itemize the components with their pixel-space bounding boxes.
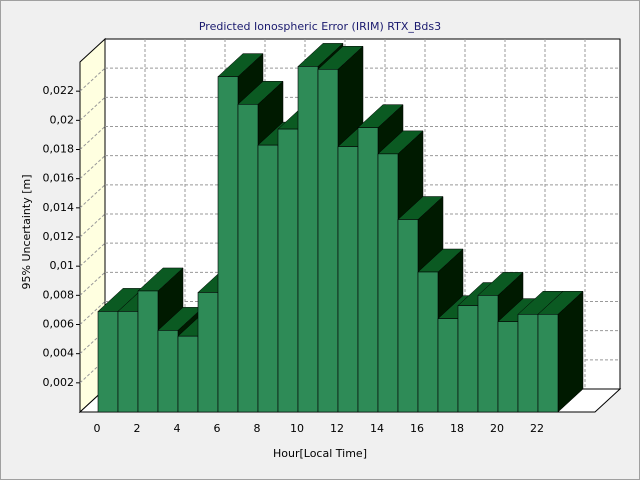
grid-line	[79, 67, 106, 92]
bar	[437, 318, 459, 413]
y-tick-label: 0,016	[43, 172, 75, 185]
bar	[477, 295, 499, 413]
x-tick-label: 2	[134, 422, 141, 435]
y-tick-label: 0,02	[50, 113, 75, 126]
bar	[177, 335, 199, 413]
bar	[197, 292, 219, 413]
bar	[157, 330, 179, 413]
y-tick-label: 0,008	[43, 288, 75, 301]
bar	[217, 76, 239, 413]
y-tick-label: 0,006	[43, 318, 75, 331]
grid-line	[79, 242, 106, 267]
bar	[497, 321, 519, 413]
x-axis-label: Hour[Local Time]	[273, 447, 367, 460]
x-tick-label: 16	[410, 422, 424, 435]
bar	[397, 219, 419, 413]
y-tick-label: 0,004	[43, 347, 75, 360]
bar	[377, 153, 399, 413]
grid-line	[79, 271, 106, 296]
bar	[517, 313, 539, 413]
y-tick-label: 0,022	[43, 84, 75, 97]
y-tick-label: 0,002	[43, 376, 75, 389]
grid-line	[79, 96, 106, 121]
bar	[417, 271, 439, 413]
bar	[97, 311, 119, 413]
chart-title: Predicted Ionospheric Error (IRIM) RTX_B…	[199, 20, 441, 33]
x-tick-label: 18	[450, 422, 464, 435]
grid-line	[79, 126, 106, 150]
bar	[137, 290, 159, 413]
bar	[337, 146, 359, 413]
bar	[457, 305, 479, 413]
x-tick-label: 12	[330, 422, 344, 435]
y-axis-label: 95% Uncertainty [m]	[20, 174, 33, 289]
grid-line	[79, 330, 106, 355]
x-tick-label: 14	[370, 422, 384, 435]
y-tick-label: 0,018	[43, 143, 75, 156]
grid-line	[79, 213, 106, 238]
x-tick-label: 8	[254, 422, 261, 435]
bar	[537, 313, 559, 413]
bar	[257, 144, 279, 413]
x-tick-label: 10	[290, 422, 304, 435]
y-tick-label: 0,012	[43, 230, 75, 243]
bar	[317, 68, 339, 413]
bar	[237, 103, 259, 413]
x-tick-label: 22	[530, 422, 544, 435]
x-tick-label: 0	[94, 422, 101, 435]
grid-line	[79, 359, 106, 384]
y-tick-label: 0,014	[43, 201, 75, 214]
bar	[117, 311, 139, 413]
bar	[297, 66, 319, 413]
bar	[357, 127, 379, 413]
grid-line	[79, 155, 106, 180]
grid-line	[79, 184, 106, 209]
x-tick-label: 4	[174, 422, 181, 435]
bar	[277, 128, 299, 413]
y-tick-label: 0,01	[50, 259, 75, 272]
grid-line	[79, 301, 106, 325]
x-tick-label: 6	[214, 422, 221, 435]
x-tick-label: 20	[490, 422, 504, 435]
